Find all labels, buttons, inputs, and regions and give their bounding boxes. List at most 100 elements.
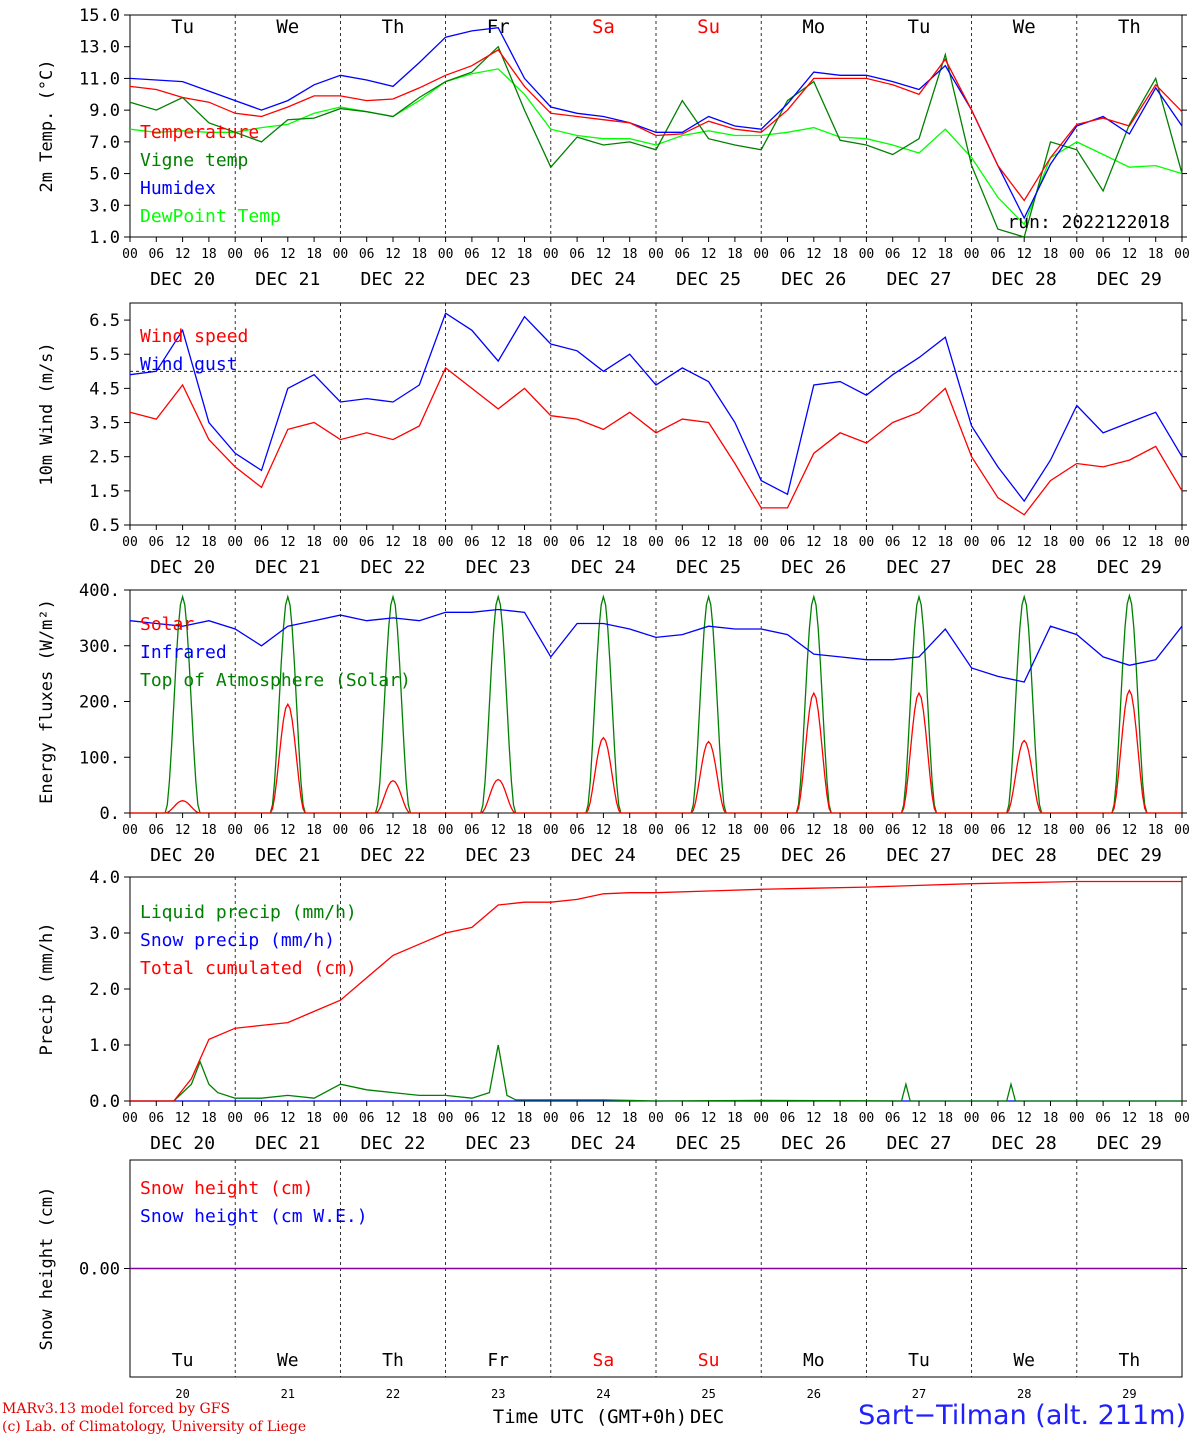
x-tick-label: 06 [254,823,270,838]
x-tick-label: 00 [227,823,243,838]
panel-5: 0.00 Snow height (cm) Snow height (cm) Snow… [37,1159,1187,1401]
x-tick-label: 12 [385,1111,401,1126]
y-tick-label: 400. [79,581,120,601]
y-tick-label: 9.0 [89,101,120,121]
x-tick-label: 00 [122,247,138,262]
y-tick-label: 13.0 [79,38,120,58]
y-tick-label: 3.5 [89,414,120,434]
x-tick-label: 12 [911,1111,927,1126]
x-tick-label: 12 [596,535,612,550]
legend-entry: Humidex [140,178,216,199]
liquid-precip-line [130,1044,1182,1102]
y-tick-label: 6.5 [89,311,120,331]
x-tick-label: 06 [148,247,164,262]
x-tick-label: 00 [333,247,349,262]
legend-entry: Total cumulated (cm) [140,958,357,979]
series-line-0 [129,49,1183,202]
y-tick-label: 1.5 [89,482,120,502]
date-label: DEC 27 [886,845,951,866]
x-tick-label: 12 [280,1111,296,1126]
x-tick-label: 00 [859,535,875,550]
x-tick-label: 18 [411,535,427,550]
x-tick-label: 00 [543,823,559,838]
date-label: DEC 23 [466,1133,531,1154]
x-tick-label: 18 [201,823,217,838]
x-tick-label: 12 [1016,535,1032,550]
legend-entry: Wind speed [140,326,248,347]
series-line-2 [129,27,1183,220]
day-number-label: 28 [1017,1387,1031,1401]
x-tick-label: 12 [1016,1111,1032,1126]
x-tick-label: 12 [175,535,191,550]
x-tick-label: 06 [674,247,690,262]
date-label: DEC 27 [886,269,951,290]
y-tick-label: 1.0 [89,228,120,248]
x-tick-label: 18 [306,247,322,262]
series-line-0 [129,312,1183,503]
x-tick-label: 18 [517,823,533,838]
x-tick-label: 18 [832,1111,848,1126]
date-label: DEC 29 [1097,557,1162,578]
date-label: DEC 25 [676,557,741,578]
date-label: DEC 24 [571,1133,636,1154]
date-label: DEC 29 [1097,845,1162,866]
y-tick-label: 100. [79,748,120,768]
x-tick-label: 00 [438,823,454,838]
weekday-label: We [276,16,299,38]
day-number-label: 29 [1122,1387,1136,1401]
x-tick-label: 18 [517,535,533,550]
day-number-label: 24 [596,1387,610,1401]
x-tick-label: 00 [859,247,875,262]
x-tick-label: 06 [674,535,690,550]
date-label: DEC 24 [571,845,636,866]
x-tick-label: 00 [122,1111,138,1126]
x-tick-label: 12 [280,823,296,838]
weekday-label: Sa [593,1350,615,1371]
x-tick-label: 12 [911,535,927,550]
x-tick-label: 00 [227,247,243,262]
x-tick-label: 06 [990,247,1006,262]
x-tick-label: 18 [622,1111,638,1126]
run-label: run: 2022122018 [1007,212,1170,233]
date-label: DEC 29 [1097,269,1162,290]
x-tick-label: 00 [438,247,454,262]
x-tick-label: 12 [806,1111,822,1126]
x-tick-label: 12 [911,823,927,838]
date-label: DEC 21 [255,845,320,866]
x-tick-label: 06 [990,1111,1006,1126]
day-number-label: 26 [807,1387,821,1401]
date-label: DEC 21 [255,1133,320,1154]
weekday-label: Su [697,16,720,38]
x-tick-label: 06 [359,823,375,838]
legend-entry: Liquid precip (mm/h) [140,902,357,923]
y-tick-label: 0.5 [89,516,120,536]
weekday-label: Sa [592,16,615,38]
legend-entry: Snow height (cm W.E.) [140,1206,368,1227]
panel-2: 0.5 1.5 2.5 3.5 4.5 5.5 6.5 10m Wind (m/s) Wind … [37,302,1190,578]
date-label: DEC 25 [676,845,741,866]
model-credit: MARv3.13 model forced by GFS (c) Lab. of… [2,1400,306,1436]
model-credit-line2: (c) Lab. of Climatology, University of L… [2,1419,307,1435]
date-label: DEC 22 [360,1133,425,1154]
x-tick-label: 00 [438,535,454,550]
x-tick-label: 00 [753,247,769,262]
date-label: DEC 20 [150,269,215,290]
date-label: DEC 29 [1097,1133,1162,1154]
legend-entry: Infrared [140,642,227,663]
legend-entry: Wind gust [140,354,238,375]
x-tick-label: 18 [1148,823,1164,838]
x-tick-label: 12 [806,823,822,838]
weekday-label: We [1013,1350,1035,1371]
day-number-label: 27 [912,1387,926,1401]
x-tick-label: 00 [964,247,980,262]
x-tick-label: 18 [201,535,217,550]
x-tick-label: 12 [385,823,401,838]
x-tick-label: 06 [359,247,375,262]
x-tick-label: 06 [780,1111,796,1126]
x-tick-label: 12 [1122,535,1138,550]
x-tick-label: 18 [937,535,953,550]
legend-entry: Temperature [140,122,259,143]
x-tick-label: 18 [727,535,743,550]
date-label: DEC 21 [255,557,320,578]
